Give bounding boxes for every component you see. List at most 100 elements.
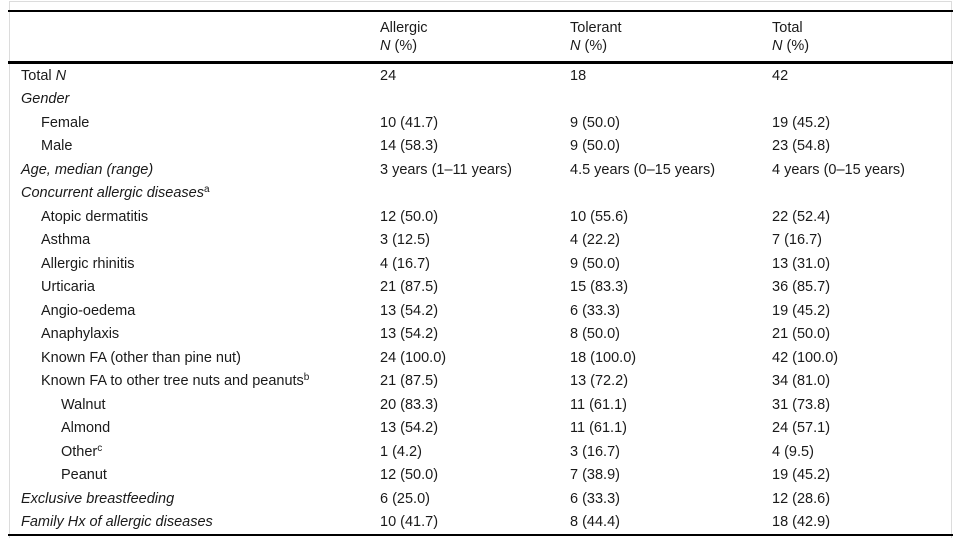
cell-value: 31 (73.8) (772, 396, 831, 413)
table-row: Exclusive breastfeeding 6 (25.0) 6 (33.3) 1… (8, 487, 953, 511)
cell-value (772, 88, 953, 112)
cell-value (772, 182, 953, 206)
column-title: Tolerant (570, 20, 622, 36)
cell-value (570, 182, 772, 206)
table-row: Asthma 3 (12.5) 4 (22.2) 7 (16.7) (8, 229, 953, 253)
cell-value: 13 (54.2) (380, 326, 439, 343)
row-label: Known FA (other than pine nut) (41, 349, 241, 366)
row-label: Exclusive breastfeeding (21, 490, 175, 507)
cell-value: 10 (41.7) (380, 114, 439, 131)
cell-value: 13 (54.2) (380, 420, 439, 437)
cell-value: 10 (55.6) (570, 208, 629, 225)
cell-value: 36 (85.7) (772, 279, 831, 296)
footnote-marker: c (97, 442, 103, 454)
cell-value: 6 (33.3) (570, 302, 620, 319)
cell-value: 8 (44.4) (570, 514, 620, 531)
cell-value: 12 (28.6) (772, 490, 831, 507)
table-row: Male 14 (58.3) 9 (50.0) 23 (54.8) (8, 135, 953, 159)
cell-value: 24 (57.1) (772, 420, 831, 437)
row-label: Peanut (61, 467, 107, 484)
cell-value: 23 (54.8) (772, 138, 831, 155)
row-label: Urticaria (41, 279, 95, 296)
cell-value: 13 (31.0) (772, 255, 831, 272)
cell-value: 12 (50.0) (380, 208, 439, 225)
cell-value: 42 (772, 67, 789, 84)
demographics-table: Allergic N (%) Tolerant N (%) Total N (%… (8, 10, 953, 536)
table-row: Anaphylaxis 13 (54.2) 8 (50.0) 21 (50.0) (8, 323, 953, 347)
row-label: Atopic dermatitis (41, 208, 149, 225)
header-row: Allergic N (%) Tolerant N (%) Total N (%… (8, 11, 953, 64)
cell-value: 15 (83.3) (570, 279, 629, 296)
table-row: Gender (8, 88, 953, 112)
cell-value: 9 (50.0) (570, 138, 620, 155)
table-body: Total N 24 18 42 Gender Female 10 (41.7) 9 (50.… (8, 63, 953, 536)
table-row: Total N 24 18 42 (8, 63, 953, 88)
cell-value: 12 (50.0) (380, 467, 439, 484)
table-row: Walnut 20 (83.3) 11 (61.1) 31 (73.8) (8, 393, 953, 417)
cell-value: 4 (16.7) (380, 255, 430, 272)
cell-value: 22 (52.4) (772, 208, 831, 225)
footnote-marker: b (303, 372, 310, 384)
cell-value (380, 182, 570, 206)
table-header: Allergic N (%) Tolerant N (%) Total N (%… (8, 11, 953, 64)
table-row: Concurrent allergic diseasesa (8, 182, 953, 206)
cell-value: 14 (58.3) (380, 138, 439, 155)
table-row: Allergic rhinitis 4 (16.7) 9 (50.0) 13 (31.… (8, 252, 953, 276)
cell-value: 3 (12.5) (380, 232, 430, 249)
table-row: Otherc 1 (4.2) 3 (16.7) 4 (9.5) (8, 440, 953, 464)
cell-value: 19 (45.2) (772, 302, 831, 319)
cell-value: 18 (42.9) (772, 514, 831, 531)
row-label-column-header (8, 11, 380, 64)
row-label: Concurrent allergic diseasesa (21, 184, 210, 202)
cell-value: 4 (9.5) (772, 443, 814, 460)
cell-value: 6 (25.0) (380, 490, 430, 507)
column-header-tolerant: Tolerant N (%) (570, 11, 772, 64)
cell-value: 21 (50.0) (772, 326, 831, 343)
column-title: Total (772, 20, 803, 36)
cell-value: 4 years (0–15 years) (772, 161, 905, 178)
cell-value (380, 88, 570, 112)
cell-value (570, 88, 772, 112)
column-unit: N (%) (772, 37, 810, 54)
cell-value: 24 (380, 67, 397, 84)
cell-value: 1 (4.2) (380, 443, 422, 460)
cell-value: 8 (50.0) (570, 326, 620, 343)
cell-value: 7 (38.9) (570, 467, 620, 484)
row-label: Total N (21, 67, 67, 84)
cell-value: 3 (16.7) (570, 443, 620, 460)
table-row: Atopic dermatitis 12 (50.0) 10 (55.6) 22 (5… (8, 205, 953, 229)
cell-value: 9 (50.0) (570, 114, 620, 131)
table-row: Known FA (other than pine nut) 24 (100.0)… (8, 346, 953, 370)
column-title: Allergic (380, 20, 428, 36)
table-row: Family Hx of allergic diseases 10 (41.7) 8… (8, 511, 953, 536)
row-label: Almond (61, 420, 111, 437)
cell-value: 21 (87.5) (380, 279, 439, 296)
column-unit: N (%) (570, 37, 608, 54)
cell-value: 11 (61.1) (570, 420, 627, 437)
row-label: Known FA to other tree nuts and peanutsb (41, 372, 310, 390)
cell-value: 4 (22.2) (570, 232, 620, 249)
cell-value: 3 years (1–11 years) (380, 161, 512, 178)
cell-value: 4.5 years (0–15 years) (570, 161, 716, 178)
cell-value: 7 (16.7) (772, 232, 822, 249)
column-unit: N (%) (380, 37, 418, 54)
row-label: Asthma (41, 232, 91, 249)
cell-value: 13 (54.2) (380, 302, 439, 319)
row-label: Female (41, 114, 90, 131)
column-header-allergic: Allergic N (%) (380, 11, 570, 64)
row-label: Gender (21, 91, 70, 108)
table-row: Peanut 12 (50.0) 7 (38.9) 19 (45.2) (8, 464, 953, 488)
row-label: Allergic rhinitis (41, 255, 135, 272)
cell-value: 13 (72.2) (570, 373, 629, 390)
cell-value: 18 (100.0) (570, 349, 637, 366)
footnote-marker: a (203, 184, 210, 196)
cell-value: 19 (45.2) (772, 467, 831, 484)
row-label: Age, median (range) (21, 161, 154, 178)
table-row: Known FA to other tree nuts and peanutsb… (8, 370, 953, 394)
cell-value: 18 (570, 67, 587, 84)
cell-value: 19 (45.2) (772, 114, 831, 131)
table-row: Angio-oedema 13 (54.2) 6 (33.3) 19 (45.2) (8, 299, 953, 323)
table-row: Age, median (range) 3 years (1–11 years) 4… (8, 158, 953, 182)
cell-value: 6 (33.3) (570, 490, 620, 507)
cell-value: 42 (100.0) (772, 349, 839, 366)
